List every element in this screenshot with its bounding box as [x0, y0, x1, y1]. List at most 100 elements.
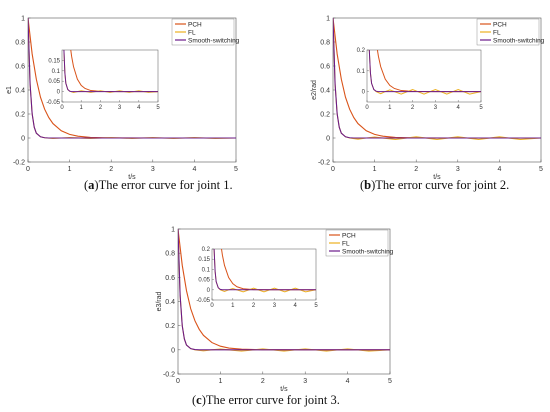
legend-label: PCH	[188, 21, 202, 28]
x-axis-label: t/s	[280, 386, 288, 393]
inset-y-tick-label: 0	[207, 288, 211, 294]
inset-series-line-smooth-switching	[63, 50, 158, 93]
inset-series-line-smooth-switching	[213, 249, 316, 291]
y-axis-label: e1	[6, 86, 13, 94]
inset-y-tick-label: 0.2	[357, 48, 366, 54]
x-tick-label: 0	[26, 166, 30, 173]
caption-c-text: The error curve for joint 3.	[205, 393, 340, 407]
inset-x-tick-label: 3	[273, 303, 277, 309]
x-tick-label: 1	[218, 378, 222, 385]
y-tick-label: -0.2	[163, 372, 175, 379]
x-axis-label: t/s	[128, 174, 136, 181]
x-tick-label: 1	[373, 166, 377, 173]
inset-y-tick-label: 0.1	[357, 69, 366, 75]
inset-x-tick-label: 3	[434, 105, 438, 111]
y-tick-label: 1	[171, 227, 175, 234]
y-axis-label: e2/rad	[311, 80, 318, 100]
inset-series-line-smooth-switching	[368, 50, 481, 93]
inset-x-tick-label: 1	[231, 303, 235, 309]
y-tick-label: 0.4	[165, 299, 175, 306]
y-tick-label: 0.8	[165, 251, 175, 258]
inset-frame	[61, 49, 159, 103]
y-tick-label: 1	[21, 16, 25, 23]
inset-x-tick-label: 2	[411, 105, 415, 111]
x-tick-label: 4	[497, 166, 501, 173]
inset-y-tick-label: 0.1	[52, 69, 61, 75]
inset-x-tick-label: 4	[294, 303, 298, 309]
inset-b: 0 1 2 3 4 5 0 0.1 0.2	[357, 48, 484, 111]
y-tick-label: 0.6	[15, 64, 25, 71]
inset-x-tick-label: 3	[118, 105, 122, 111]
inset-frame	[366, 49, 482, 103]
x-tick-label: 4	[346, 378, 350, 385]
inset-x-tick-label: 5	[479, 105, 483, 111]
x-tick-label: 3	[456, 166, 460, 173]
inset-x-tick-label: 4	[457, 105, 461, 111]
inset-y-tick-label: 0.05	[48, 79, 60, 85]
legend-label: Smooth-switching	[342, 248, 394, 255]
x-tick-label: 2	[261, 378, 265, 385]
x-tick-label: 3	[303, 378, 307, 385]
x-tick-label: 3	[151, 166, 155, 173]
series-line-smooth-switching	[28, 18, 236, 139]
x-tick-label: 5	[539, 166, 543, 173]
inset-x-tick-label: 0	[60, 105, 64, 111]
y-tick-label: 0.4	[15, 88, 25, 95]
inset-y-tick-label: -0.05	[46, 100, 60, 106]
inset-x-tick-label: 0	[365, 105, 369, 111]
x-tick-label: 5	[234, 166, 238, 173]
x-axis-label: t/s	[433, 174, 441, 181]
caption-a: (a)The error curve for joint 1.	[84, 178, 233, 192]
inset-y-tick-label: 0.1	[202, 267, 211, 273]
inset-x-tick-label: 5	[314, 303, 318, 309]
y-tick-label: 1	[326, 16, 330, 23]
x-tick-label: 4	[192, 166, 196, 173]
legend-label: FL	[342, 240, 350, 247]
legend-label: Smooth-switching	[493, 37, 545, 44]
y-tick-label: 0.2	[15, 112, 25, 119]
inset-y-tick-label: 0.05	[198, 278, 210, 284]
x-tick-label: 0	[331, 166, 335, 173]
inset-x-tick-label: 1	[80, 105, 84, 111]
series-line-smooth-switching	[178, 229, 390, 351]
series-line-smooth-switching	[333, 18, 541, 139]
y-tick-label: 0	[21, 136, 25, 143]
x-tick-label: 2	[109, 166, 113, 173]
y-tick-label: 0.8	[15, 40, 25, 47]
inset-y-tick-label: 0	[362, 90, 366, 96]
x-tick-label: 1	[68, 166, 72, 173]
caption-b-text: The error curve for joint 2.	[375, 178, 510, 192]
x-tick-label: 5	[388, 378, 392, 385]
caption-c: (c)The error curve for joint 3.	[192, 393, 340, 407]
y-axis-label: e3/rad	[156, 291, 163, 311]
legend-label: FL	[493, 29, 501, 36]
y-tick-label: -0.2	[318, 160, 330, 167]
x-tick-label: 2	[414, 166, 418, 173]
y-tick-label: 0.8	[320, 40, 330, 47]
inset-x-tick-label: 5	[156, 105, 160, 111]
inset-x-tick-label: 2	[252, 303, 256, 309]
y-tick-label: 0.6	[165, 275, 175, 282]
legend-label: PCH	[342, 232, 356, 239]
inset-x-tick-label: 4	[137, 105, 141, 111]
caption-b: (b)The error curve for joint 2.	[360, 178, 510, 192]
inset-y-tick-label: 0.2	[202, 247, 211, 253]
y-tick-label: 0.6	[320, 64, 330, 71]
legend-label: FL	[188, 29, 196, 36]
inset-y-tick-label: -0.05	[196, 298, 210, 304]
y-tick-label: 0	[326, 136, 330, 143]
inset-x-tick-label: 2	[99, 105, 103, 111]
chart-c: 0 1 2 3 4 5-0.200.20.40.60.81t/se3/rad 0 1 2 3 4 5-…	[156, 227, 394, 394]
y-tick-label: 0.2	[320, 112, 330, 119]
caption-a-text: The error curve for joint 1.	[98, 178, 233, 192]
y-tick-label: 0	[171, 347, 175, 354]
y-tick-label: 0.4	[320, 88, 330, 95]
